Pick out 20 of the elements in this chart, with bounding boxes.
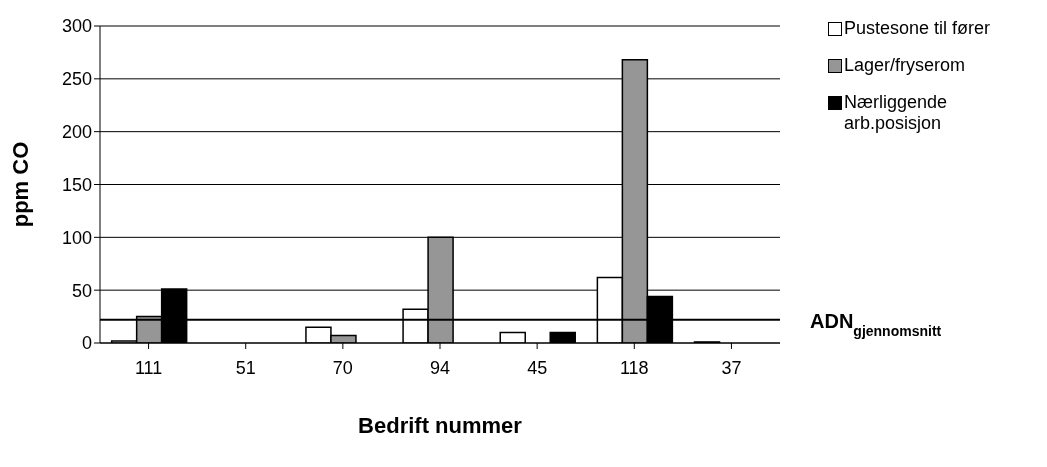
y-axis-title: ppm CO <box>7 141 33 228</box>
x-tick-label: 37 <box>721 357 742 378</box>
x-tick-label: 51 <box>235 357 256 378</box>
y-tick-label: 200 <box>61 122 92 143</box>
y-tick-label: 250 <box>61 69 92 90</box>
x-axis-title: Bedrift nummer <box>358 413 523 438</box>
y-tick-label: 300 <box>61 16 92 37</box>
legend-label: Nærliggende arb.posisjon <box>844 92 949 134</box>
y-tick-label: 150 <box>61 174 92 195</box>
y-tick-label: 0 <box>81 333 92 354</box>
y-tick-label: 50 <box>71 280 92 301</box>
x-tick-label: 45 <box>527 357 548 378</box>
x-tick-label: 111 <box>134 357 163 378</box>
y-tick-label: 100 <box>61 227 92 248</box>
x-tick-label: 94 <box>429 357 451 378</box>
legend-label: Lager/fryserom <box>844 55 966 76</box>
x-tick-label: 70 <box>332 357 353 378</box>
legend-label: Pustesone til fører <box>844 18 991 39</box>
ref-line-label: ADN$_{gjennomsnitt}$ <box>810 309 942 339</box>
x-tick-label: 118 <box>619 357 649 378</box>
